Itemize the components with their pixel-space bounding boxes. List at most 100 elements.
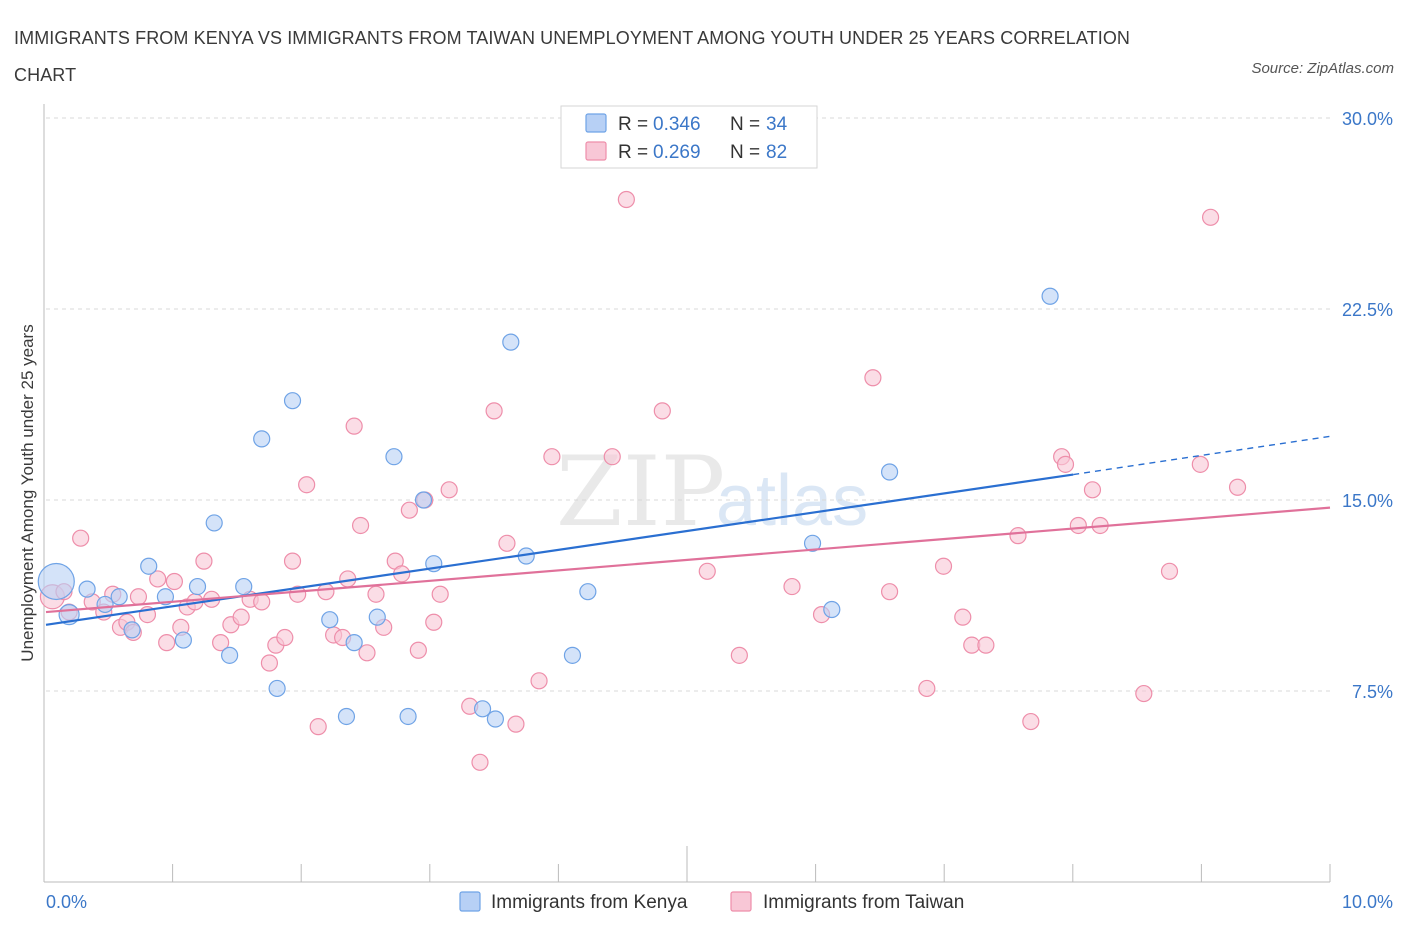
kenya-point: [368, 608, 386, 626]
y-tick-label: 7.5%: [1352, 682, 1393, 702]
x-tick-label: 10.0%: [1342, 892, 1393, 912]
taiwan-point: [934, 557, 953, 575]
taiwan-point: [367, 585, 385, 603]
taiwan-point: [617, 190, 635, 209]
kenya-point: [1041, 287, 1059, 305]
taiwan-point: [1191, 455, 1209, 473]
legend-kenya-n-value: 34: [766, 114, 788, 135]
kenya-point: [268, 679, 286, 698]
taiwan-point: [195, 552, 213, 570]
kenya-point: [205, 514, 223, 532]
taiwan-point: [158, 634, 176, 652]
kenya-point: [486, 710, 504, 728]
taiwan-point: [1022, 712, 1040, 731]
legend-kenya-swatch: [585, 113, 607, 133]
legend-kenya-r-label: R =: [618, 114, 648, 135]
taiwan-point: [298, 476, 316, 494]
taiwan-point: [1201, 208, 1220, 226]
taiwan-point: [1056, 455, 1075, 473]
correlation-legend: R = 0.346 N = 34 R = 0.269 N = 82: [560, 105, 818, 169]
kenya-point: [502, 333, 520, 351]
taiwan-point: [425, 613, 443, 631]
kenya-point: [110, 588, 128, 606]
kenya-point: [321, 611, 339, 629]
legend-kenya-n-label: N =: [730, 114, 760, 135]
legend-taiwan-n-label: N =: [730, 142, 760, 163]
taiwan-point: [471, 753, 489, 771]
taiwan-point: [149, 570, 167, 588]
kenya-point: [579, 583, 597, 601]
gridlines: [46, 117, 1330, 692]
kenya-point: [345, 634, 363, 652]
taiwan-point: [485, 402, 503, 420]
kenya-point: [253, 430, 271, 448]
kenya-point: [473, 700, 492, 718]
kenya-point: [174, 631, 192, 649]
y-axis-tick-labels: 7.5% 15.0% 22.5% 30.0%: [1342, 109, 1393, 702]
taiwan-point: [1069, 516, 1087, 535]
taiwan-point: [864, 369, 882, 387]
taiwan-point: [698, 562, 716, 580]
legend-taiwan-r-value: 0.269: [653, 142, 701, 163]
kenya-points: [37, 287, 1059, 728]
taiwan-point: [783, 577, 801, 596]
taiwan-point: [400, 501, 418, 519]
taiwan-point: [276, 628, 294, 647]
legend-taiwan-r-label: R =: [618, 142, 648, 163]
taiwan-point: [317, 583, 335, 601]
kenya-point: [123, 621, 141, 639]
bottom-legend-taiwan-swatch: [730, 891, 752, 912]
bottom-legend-taiwan-label: Immigrants from Taiwan: [763, 892, 964, 913]
bottom-legend-kenya-swatch: [459, 891, 481, 912]
kenya-point: [140, 557, 158, 575]
taiwan-point: [351, 516, 370, 535]
watermark: ZIP atlas: [556, 436, 868, 548]
x-axis-ticks: [43, 846, 1331, 882]
taiwan-point: [232, 608, 250, 626]
watermark-zip: ZIP: [556, 436, 725, 548]
watermark-atlas: atlas: [716, 461, 868, 541]
legend-kenya-r-value: 0.346: [653, 114, 701, 135]
chart-title: IMMIGRANTS FROM KENYA VS IMMIGRANTS FROM…: [14, 28, 1131, 85]
series-legend: Immigrants from Kenya Immigrants from Ta…: [459, 891, 964, 913]
kenya-point: [78, 580, 96, 598]
kenya-point: [337, 707, 356, 726]
bottom-legend-kenya-label: Immigrants from Kenya: [491, 892, 688, 913]
taiwan-point: [880, 583, 899, 601]
taiwan-point: [498, 534, 516, 552]
taiwan-point: [1135, 684, 1153, 703]
kenya-point: [221, 646, 239, 664]
taiwan-point: [603, 448, 621, 466]
taiwan-point: [253, 593, 271, 611]
taiwan-point: [1228, 478, 1247, 496]
kenya-point: [235, 577, 253, 596]
taiwan-point: [283, 552, 302, 570]
taiwan-point: [260, 654, 279, 672]
taiwan-point: [653, 402, 671, 420]
y-tick-label: 22.5%: [1342, 300, 1393, 320]
kenya-point: [96, 595, 114, 614]
taiwan-point: [954, 608, 972, 626]
taiwan-point: [530, 672, 548, 690]
kenya-point: [37, 562, 75, 601]
kenya-point: [414, 491, 433, 509]
kenya-point: [283, 392, 302, 410]
taiwan-point: [358, 644, 376, 662]
x-tick-label: 0.0%: [46, 892, 87, 912]
taiwan-point: [409, 641, 427, 659]
taiwan-point: [165, 572, 183, 591]
kenya-point: [563, 646, 582, 664]
kenya-point: [823, 600, 841, 619]
taiwan-point: [431, 585, 449, 603]
kenya-point: [156, 588, 175, 606]
taiwan-trend-line: [45, 506, 1331, 614]
taiwan-point: [1083, 481, 1102, 499]
taiwan-point: [440, 481, 458, 499]
taiwan-point: [345, 417, 363, 435]
kenya-point: [880, 463, 899, 481]
taiwan-point: [212, 634, 230, 652]
y-axis-label: Unemployment Among Youth under 25 years: [18, 324, 37, 661]
taiwan-point: [543, 448, 561, 466]
taiwan-point: [129, 588, 148, 606]
